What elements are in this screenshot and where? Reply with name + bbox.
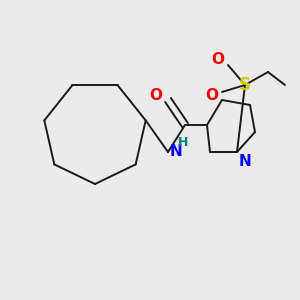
Text: N: N xyxy=(170,143,183,158)
Text: O: O xyxy=(206,88,218,103)
Text: H: H xyxy=(178,136,188,148)
Text: O: O xyxy=(212,52,224,68)
Text: N: N xyxy=(239,154,252,169)
Text: S: S xyxy=(239,76,251,94)
Text: O: O xyxy=(149,88,163,104)
